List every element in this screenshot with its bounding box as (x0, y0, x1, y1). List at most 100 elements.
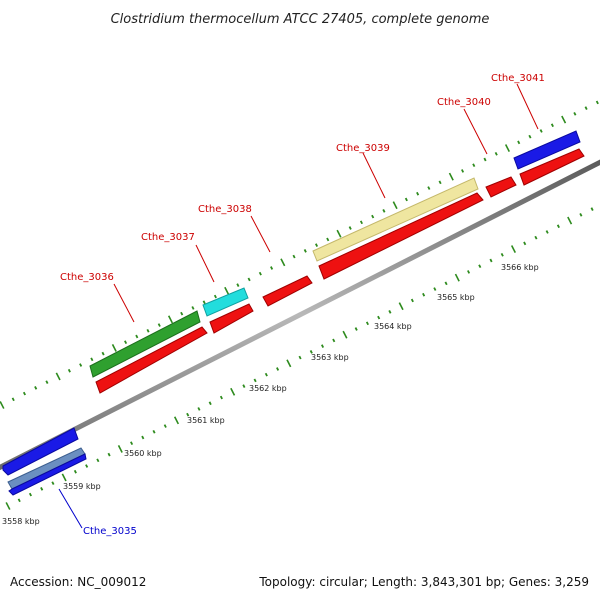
minor-tick (595, 100, 599, 105)
minor-tick (96, 458, 100, 463)
major-tick (173, 416, 180, 425)
features-inner (7, 148, 585, 496)
label-leaders (58, 83, 539, 529)
minor-tick (573, 112, 577, 116)
minor-tick (550, 123, 554, 128)
minor-tick (146, 328, 150, 333)
major-tick (561, 115, 567, 124)
major-tick (336, 229, 342, 238)
minor-tick (467, 270, 471, 274)
cds-arrow-3039 (318, 192, 484, 280)
minor-tick (590, 207, 594, 211)
feature-blue-3041 (513, 130, 581, 170)
major-tick (286, 359, 292, 368)
kbp-label: 3560 kbp (124, 449, 162, 458)
gene-label-3039: Cthe_3039 (336, 143, 390, 154)
minor-tick (213, 294, 217, 299)
minor-tick (73, 469, 77, 474)
minor-tick (523, 241, 527, 246)
minor-tick (22, 391, 26, 396)
kbp-label: 3566 kbp (501, 263, 539, 272)
minor-tick (371, 214, 375, 219)
minor-tick (461, 169, 465, 173)
minor-tick (320, 344, 325, 348)
minor-tick (404, 197, 408, 202)
gene-label-3036: Cthe_3036 (60, 272, 114, 283)
cds-arrow-3036 (95, 326, 208, 394)
minor-tick (157, 323, 161, 327)
major-tick (224, 286, 230, 295)
minor-tick (11, 397, 15, 402)
cds-arrow-3035 (8, 453, 87, 496)
minor-tick (365, 321, 369, 326)
inner-tick-track (5, 207, 594, 510)
minor-tick (191, 306, 195, 310)
minor-tick (354, 327, 358, 331)
minor-tick (40, 487, 44, 491)
minor-tick (438, 180, 442, 185)
minor-tick (236, 283, 240, 287)
genome-backbone (0, 159, 600, 471)
minor-tick (309, 350, 313, 354)
minor-tick (247, 277, 251, 282)
kbp-label: 3559 kbp (63, 482, 101, 491)
minor-tick (348, 226, 352, 230)
cds-arrow-3037 (209, 303, 254, 334)
gene-label-3041: Cthe_3041 (491, 73, 545, 84)
kbp-label: 3562 kbp (249, 384, 287, 393)
outer-tick-track (0, 100, 599, 409)
minor-tick (45, 380, 49, 384)
minor-tick (180, 311, 184, 316)
minor-tick (517, 140, 521, 145)
major-tick (510, 245, 517, 254)
minor-tick (85, 464, 89, 468)
gene-label-3038: Cthe_3038 (198, 204, 252, 215)
minor-tick (90, 357, 94, 362)
leader-3035 (58, 488, 83, 529)
minor-tick (130, 441, 134, 446)
kbp-label: 3563 kbp (311, 353, 349, 362)
major-tick (448, 172, 454, 181)
minor-tick (141, 435, 145, 440)
topology-text: Topology: circular; Length: 3,843,301 bp… (258, 575, 589, 589)
minor-tick (208, 401, 212, 406)
minor-tick (276, 367, 280, 371)
leader-3037 (195, 244, 215, 283)
minor-tick (264, 372, 268, 377)
leader-3036 (113, 283, 135, 323)
minor-tick (34, 386, 38, 390)
minor-tick (528, 134, 532, 139)
cds-arrow-3041 (519, 148, 585, 186)
minor-tick (292, 254, 296, 259)
minor-tick (359, 220, 363, 225)
minor-tick (28, 492, 32, 497)
minor-tick (388, 310, 392, 314)
minor-tick (539, 129, 543, 133)
kbp-labels: 3558 kbp 3559 kbp 3560 kbp 3561 kbp 3562… (2, 263, 539, 526)
kbp-label: 3558 kbp (2, 517, 40, 526)
minor-tick (326, 237, 330, 242)
feature-cyan (202, 287, 249, 317)
cds-arrow-3038 (262, 275, 313, 307)
gene-label-3037: Cthe_3037 (141, 232, 195, 243)
major-tick (398, 302, 404, 311)
gene-labels: Cthe_3035 Cthe_3036 Cthe_3037 Cthe_3038 … (60, 73, 545, 537)
minor-tick (444, 281, 448, 286)
minor-tick (410, 298, 414, 303)
kbp-label: 3561 kbp (187, 416, 225, 425)
minor-tick (79, 363, 83, 367)
minor-tick (17, 498, 21, 503)
minor-tick (303, 249, 307, 253)
gene-label-3040: Cthe_3040 (437, 97, 491, 108)
minor-tick (377, 315, 381, 320)
features-outer (2, 130, 581, 476)
minor-tick (253, 378, 257, 383)
minor-tick (433, 287, 437, 291)
minor-tick (124, 340, 128, 345)
minor-tick (51, 481, 55, 485)
feature-green (89, 310, 201, 378)
minor-tick (101, 351, 105, 356)
minor-tick (163, 424, 167, 428)
minor-tick (186, 412, 190, 417)
